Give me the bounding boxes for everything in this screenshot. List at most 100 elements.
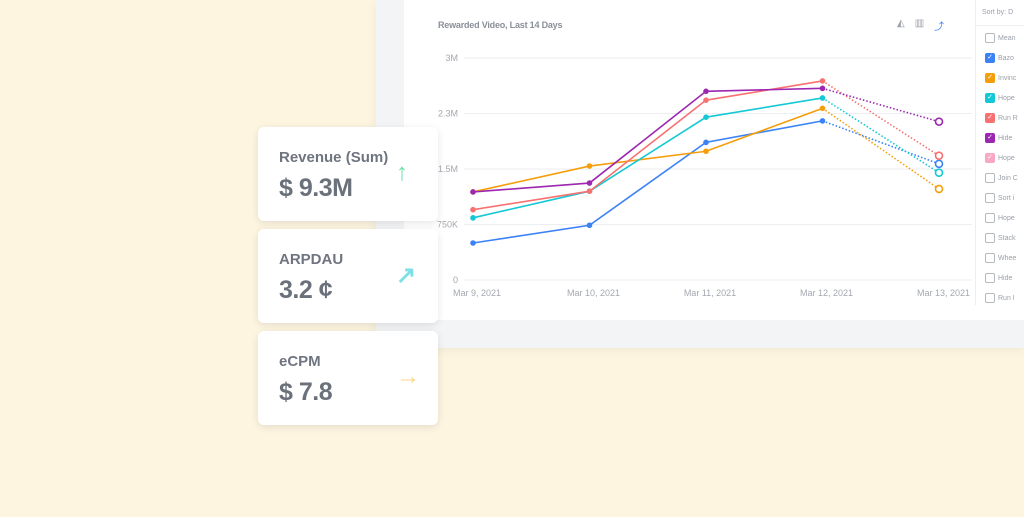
checkbox[interactable]: ✓ bbox=[985, 73, 995, 83]
legend-item[interactable]: Mean bbox=[976, 28, 1024, 48]
projected-point[interactable] bbox=[934, 168, 944, 177]
metric-label: Revenue (Sum) bbox=[279, 149, 389, 166]
legend-item[interactable]: Hide bbox=[976, 268, 1024, 288]
trend-arrow-icon: ↑ bbox=[396, 159, 408, 186]
legend-panel: Sort by: D Mean ✓ Bazo ✓ Invinc ✓ Hope ✓ Run R ✓ H… bbox=[975, 0, 1024, 305]
legend-item[interactable]: Join C bbox=[976, 168, 1024, 188]
data-point[interactable] bbox=[819, 85, 826, 92]
legend-label: Stack bbox=[998, 234, 1016, 242]
legend-label: Hide bbox=[998, 274, 1013, 282]
series-line bbox=[472, 87, 823, 193]
area-chart-icon[interactable]: ◭ bbox=[897, 18, 905, 29]
projection-line bbox=[822, 80, 940, 157]
metric-value: $ 7.8 bbox=[279, 378, 333, 406]
data-point[interactable] bbox=[703, 97, 709, 103]
legend-item[interactable]: Whee bbox=[976, 248, 1024, 268]
data-point[interactable] bbox=[703, 88, 709, 95]
sort-dropdown[interactable]: Sort by: D bbox=[976, 0, 1024, 26]
data-point[interactable] bbox=[819, 78, 826, 84]
bar-chart-icon[interactable]: ▥ bbox=[914, 18, 925, 29]
metric-card: eCPM $ 7.8 → bbox=[258, 331, 438, 425]
chart-type-toolbar: ◭ ▥ ⤴ bbox=[897, 18, 944, 33]
legend-item[interactable]: ✓ Hide bbox=[976, 128, 1024, 148]
line-chart: 0 750K 1.5M 2.3M 3M Mar 9, 2021 Mar 10, 2021 Ma… bbox=[437, 53, 972, 298]
x-tick-label: Mar 12, 2021 bbox=[800, 288, 853, 298]
x-tick-label: Mar 9, 2021 bbox=[453, 288, 501, 298]
line-chart-icon[interactable]: ⤴ bbox=[934, 22, 945, 33]
data-point[interactable] bbox=[470, 189, 476, 195]
data-point[interactable] bbox=[586, 163, 593, 169]
series-line bbox=[472, 80, 823, 211]
data-point[interactable] bbox=[819, 95, 826, 101]
series-line bbox=[472, 97, 823, 219]
checkbox[interactable]: ✓ bbox=[985, 153, 995, 163]
y-tick-label: 750K bbox=[437, 220, 458, 230]
data-point[interactable] bbox=[703, 114, 709, 120]
projection-line bbox=[822, 97, 940, 174]
data-point[interactable] bbox=[819, 105, 826, 112]
trend-arrow-icon: → bbox=[396, 363, 420, 390]
checkbox[interactable] bbox=[985, 33, 995, 43]
y-tick-label: 3M bbox=[445, 53, 458, 63]
legend-label: Whee bbox=[998, 254, 1017, 262]
x-tick-label: Mar 10, 2021 bbox=[567, 288, 620, 298]
y-tick-label: 2.3M bbox=[438, 109, 458, 119]
legend-label: Invinc bbox=[998, 74, 1017, 82]
data-point[interactable] bbox=[586, 222, 593, 229]
checkbox[interactable] bbox=[985, 233, 995, 243]
legend-label: Hide bbox=[998, 134, 1013, 142]
projection-line bbox=[822, 107, 940, 190]
y-tick-label: 0 bbox=[453, 275, 458, 285]
legend-item[interactable]: ✓ Hope bbox=[976, 148, 1024, 168]
checkbox[interactable]: ✓ bbox=[985, 53, 995, 63]
data-point[interactable] bbox=[586, 188, 593, 194]
legend-label: Hope bbox=[998, 154, 1015, 162]
metric-label: ARPDAU bbox=[279, 251, 344, 268]
checkbox[interactable]: ✓ bbox=[985, 133, 995, 143]
data-point[interactable] bbox=[470, 240, 476, 246]
legend-label: Hope bbox=[998, 94, 1015, 102]
legend-item[interactable]: Run I bbox=[976, 288, 1024, 308]
checkbox[interactable] bbox=[985, 193, 995, 203]
data-point[interactable] bbox=[470, 215, 476, 221]
series-line bbox=[472, 120, 823, 244]
legend-item[interactable]: ✓ Invinc bbox=[976, 68, 1024, 88]
checkbox[interactable] bbox=[985, 253, 995, 263]
legend-label: Run R bbox=[998, 114, 1018, 122]
data-point[interactable] bbox=[703, 148, 709, 155]
metric-card: Revenue (Sum) $ 9.3M ↑ bbox=[258, 127, 438, 221]
checkbox[interactable] bbox=[985, 293, 995, 303]
data-point[interactable] bbox=[470, 206, 476, 213]
projection-line bbox=[822, 87, 940, 123]
y-tick-label: 1.5M bbox=[438, 164, 458, 174]
projected-point[interactable] bbox=[934, 117, 944, 126]
x-tick-label: Mar 13, 2021 bbox=[917, 288, 970, 298]
projected-point[interactable] bbox=[934, 159, 944, 169]
checkbox[interactable]: ✓ bbox=[985, 113, 995, 123]
checkbox[interactable] bbox=[985, 273, 995, 283]
legend-label: Run I bbox=[998, 294, 1015, 302]
legend-label: Sort i bbox=[998, 194, 1015, 202]
data-point[interactable] bbox=[819, 118, 826, 124]
projected-point[interactable] bbox=[934, 184, 944, 194]
legend-item[interactable]: ✓ Run R bbox=[976, 108, 1024, 128]
data-point[interactable] bbox=[586, 180, 593, 186]
checkbox[interactable] bbox=[985, 173, 995, 183]
legend-item[interactable]: Hope bbox=[976, 208, 1024, 228]
metric-value: 3.2 ¢ bbox=[279, 276, 333, 304]
checkbox[interactable] bbox=[985, 213, 995, 223]
legend-item[interactable]: ✓ Hope bbox=[976, 88, 1024, 108]
metric-label: eCPM bbox=[279, 353, 321, 370]
checkbox[interactable]: ✓ bbox=[985, 93, 995, 103]
data-point[interactable] bbox=[703, 139, 709, 146]
metric-card: ARPDAU 3.2 ¢ ↗ bbox=[258, 229, 438, 323]
legend-item[interactable]: Stack bbox=[976, 228, 1024, 248]
series-line bbox=[472, 107, 823, 193]
legend-item[interactable]: ✓ Bazo bbox=[976, 48, 1024, 68]
legend-item[interactable]: Sort i bbox=[976, 188, 1024, 208]
x-tick-label: Mar 11, 2021 bbox=[684, 288, 736, 298]
legend-label: Hope bbox=[998, 214, 1015, 222]
projection-line bbox=[822, 120, 940, 165]
legend-label: Join C bbox=[998, 174, 1018, 182]
projected-point[interactable] bbox=[934, 151, 944, 160]
